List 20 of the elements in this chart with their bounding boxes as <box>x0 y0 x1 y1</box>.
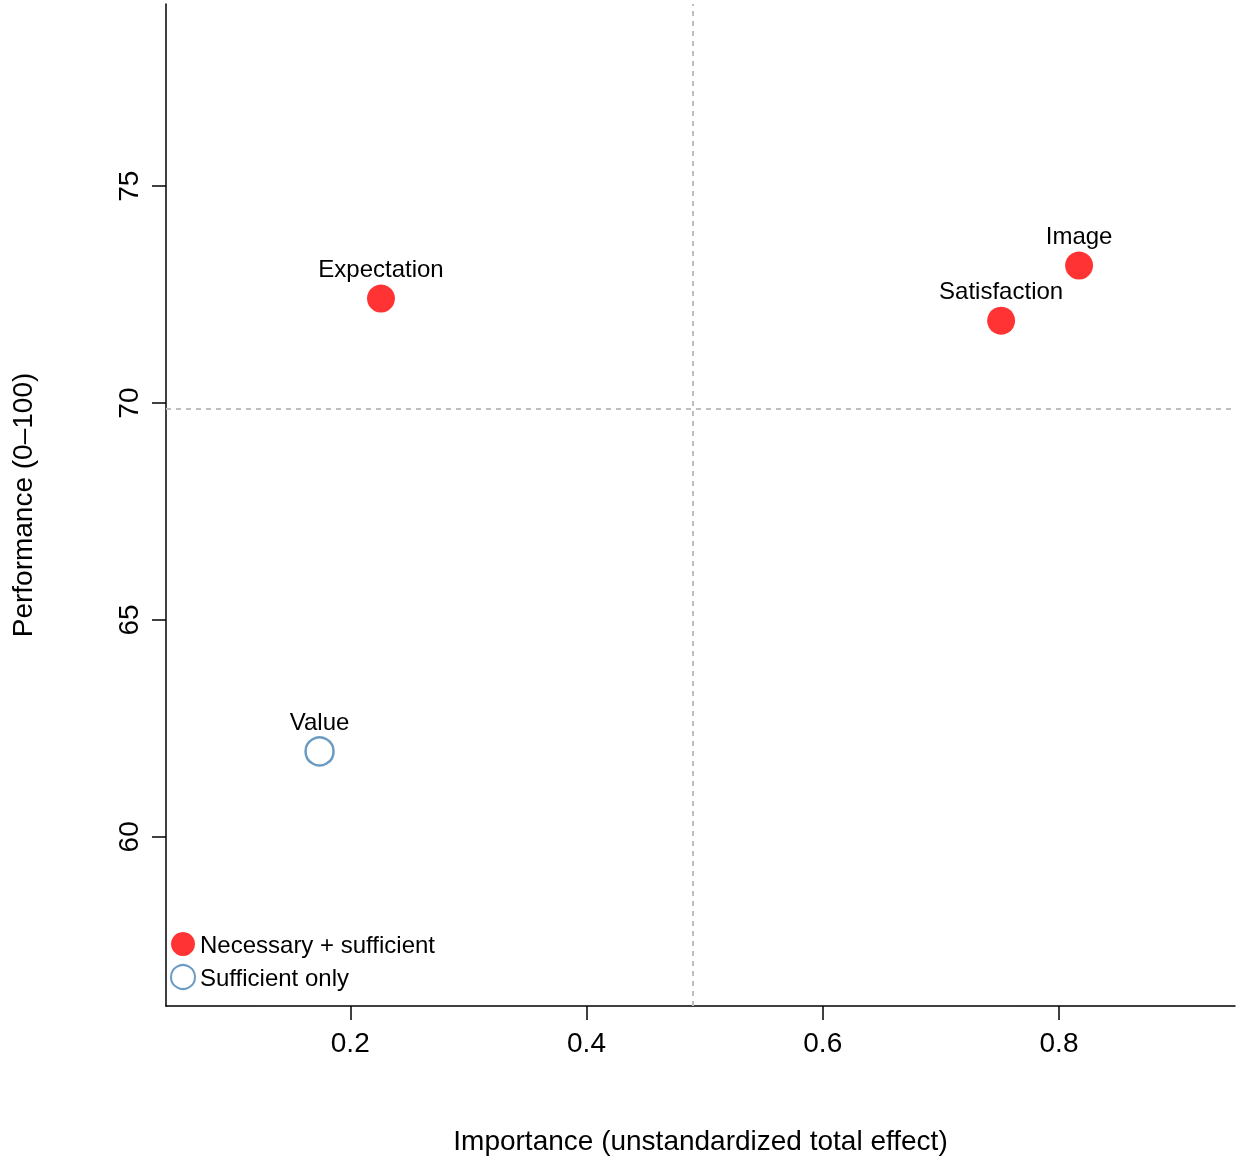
x-tick-label: 0.2 <box>330 1026 370 1058</box>
y-axis-title: Performance (0–100) <box>6 372 38 638</box>
legend-label: Necessary + sufficient <box>200 930 436 958</box>
x-tick-label: 0.8 <box>1039 1026 1079 1058</box>
annotation: Image <box>1045 222 1113 250</box>
point <box>304 736 335 767</box>
annotation: Expectation <box>318 255 444 283</box>
x-tick-label: 0.4 <box>567 1026 606 1058</box>
y-tick-label: 75 <box>112 170 144 202</box>
y-tick-label: 65 <box>112 604 144 636</box>
annotation: Satisfaction <box>939 277 1064 305</box>
point <box>987 306 1016 335</box>
point <box>1065 251 1094 280</box>
annotation: Value <box>289 707 350 735</box>
y-tick-label: 70 <box>112 387 144 419</box>
x-tick-label: 0.6 <box>803 1026 843 1058</box>
point <box>367 284 395 313</box>
legend-label: Sufficient only <box>200 963 349 991</box>
x-axis-title: Importance (unstandardized total effect) <box>453 1124 948 1156</box>
y-tick-label: 60 <box>112 821 144 853</box>
